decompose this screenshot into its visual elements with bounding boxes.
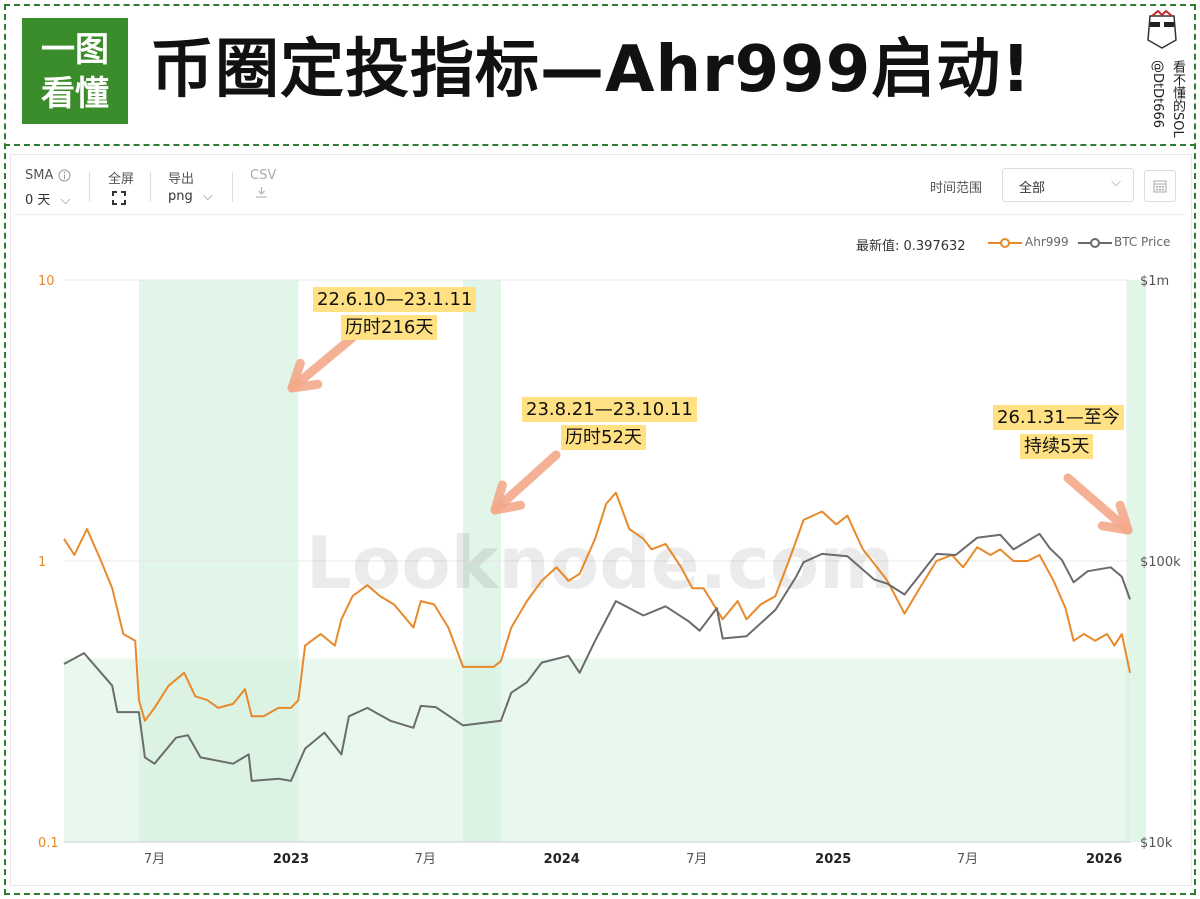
annotation-1-duration: 历时216天 [341, 315, 438, 340]
annotation-1-range: 22.6.10—23.1.11 [313, 287, 477, 312]
fullscreen-label: 全屏 [108, 172, 135, 187]
toolbar-divider [89, 172, 90, 202]
range-label: 时间范围 [930, 181, 983, 196]
annotation-arrow-2 [490, 450, 561, 515]
range-select[interactable]: 全部 ⌵ [1002, 168, 1134, 202]
series-line-btc [63, 532, 1131, 782]
legend-btc[interactable]: BTC Price [1114, 235, 1171, 249]
legend-marker-btc [1078, 238, 1112, 248]
download-icon[interactable] [255, 186, 268, 199]
fullscreen-icon[interactable] [112, 191, 126, 205]
page-title: 币圈定投指标—Ahr999启动! [150, 33, 1032, 107]
x-tick-label: 7月 [686, 852, 707, 867]
y-right-tick-label: $10k [1140, 836, 1173, 851]
annotation-arrowhead-3 [1097, 500, 1133, 535]
calendar-icon [1153, 180, 1167, 193]
x-tick-label: 7月 [144, 852, 165, 867]
y-left-tick-label: 0.1 [38, 836, 59, 851]
author-handle: @DtDt666 [1150, 60, 1165, 129]
sma-value: 0 天 [25, 193, 51, 208]
x-tick-label: 2024 [544, 852, 580, 867]
x-tick-label: 7月 [415, 852, 436, 867]
cartoon-avatar-icon [1147, 10, 1177, 49]
y-right-tick-label: $1m [1140, 274, 1169, 289]
annotation-arrow-3 [1063, 473, 1133, 535]
info-icon[interactable] [58, 169, 71, 182]
x-tick-label: 2026 [1086, 852, 1122, 867]
csv-label: CSV [250, 168, 277, 183]
toolbar-divider [150, 172, 151, 202]
chevron-down-icon: ⌵ [60, 193, 71, 208]
export-value: png [168, 189, 193, 204]
legend-marker-ahr999 [988, 238, 1022, 248]
calendar-button[interactable] [1144, 170, 1176, 202]
annotation-3-duration: 持续5天 [1020, 434, 1094, 459]
logo-line2: 看懂 [41, 74, 109, 114]
chevron-down-icon: ⌵ [1111, 175, 1121, 190]
export-select[interactable]: png ⌵ [168, 189, 213, 204]
export-label: 导出 [168, 172, 195, 187]
y-left-tick-label: 1 [38, 555, 46, 570]
logo-line1: 一图 [41, 30, 109, 70]
annotation-arrowhead-1 [287, 358, 323, 393]
series-line-ahr999 [63, 491, 1131, 722]
range-value: 全部 [1019, 181, 1046, 196]
watermark: Looknode.com [306, 521, 894, 605]
annotation-arrowhead-2 [490, 480, 526, 515]
toolbar-divider [232, 172, 233, 202]
buy-zone-3 [1126, 280, 1147, 842]
y-right-tick-label: $100k [1140, 555, 1181, 570]
toolbar-divider-line [14, 214, 1186, 215]
annotation-2-range: 23.8.21—23.10.11 [522, 397, 697, 422]
sma-label: SMA [25, 168, 54, 183]
outer-frame [4, 4, 1196, 895]
y-left-tick-label: 10 [38, 274, 55, 289]
annotation-2-duration: 历时52天 [561, 425, 646, 450]
chevron-down-icon: ⌵ [202, 189, 213, 204]
author-credit: 看不懂的SOL @DtDt666 [1146, 60, 1186, 140]
header-divider [4, 144, 1196, 146]
annotation-arrow-1 [287, 333, 357, 393]
x-tick-label: 2023 [273, 852, 309, 867]
x-tick-label: 2025 [815, 852, 851, 867]
x-tick-label: 7月 [957, 852, 978, 867]
logo-badge: 一图 看懂 [22, 18, 128, 124]
author-name: 看不懂的SOL [1170, 60, 1185, 138]
sma-select[interactable]: 0 天 ⌵ [25, 189, 70, 208]
legend-ahr999[interactable]: Ahr999 [1025, 235, 1069, 249]
annotation-3-range: 26.1.31—至今 [993, 405, 1124, 430]
latest-value: 最新值: 0.397632 [856, 239, 966, 254]
